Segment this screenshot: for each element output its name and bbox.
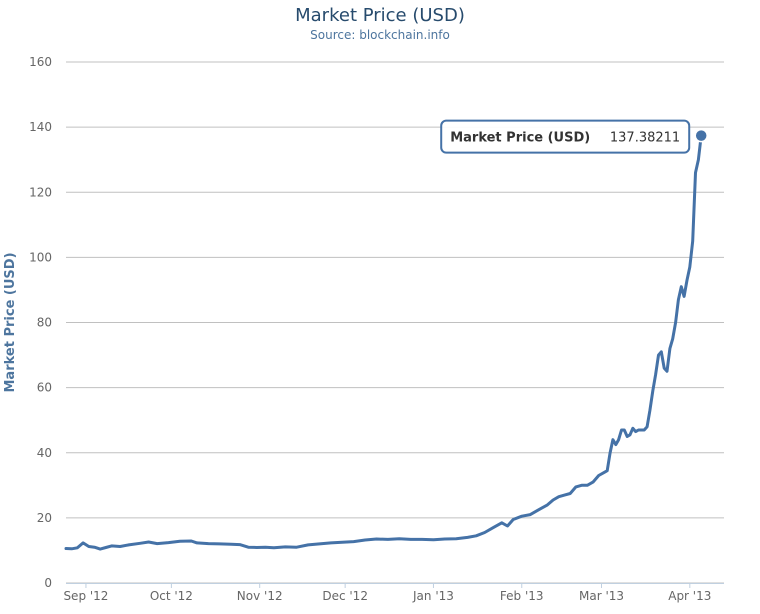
tooltip-value: 137.38211 — [610, 131, 680, 146]
series-line — [64, 134, 703, 551]
y-tick-label: 60 — [37, 381, 52, 395]
x-axis-ticks: Sep '12 Oct '12 Nov '12 Dec '12 Jan '13 Feb '… — [63, 583, 711, 603]
tooltip: Market Price (USD) 137.38211 — [440, 119, 691, 154]
x-tick-label: Mar '13 — [579, 589, 624, 603]
tooltip-label: Market Price (USD) — [450, 131, 590, 146]
x-tick-label: Sep '12 — [63, 589, 108, 603]
x-tick-label: Dec '12 — [322, 589, 368, 603]
last-point-marker — [694, 128, 708, 143]
x-tick-label: Oct '12 — [150, 589, 193, 603]
y-axis-ticks: 0 20 40 60 80 100 120 140 160 — [29, 55, 52, 590]
y-axis-label: Market Price (USD) — [3, 252, 18, 392]
x-tick-label: Nov '12 — [237, 589, 283, 603]
x-tick-label: Apr '13 — [668, 589, 711, 603]
chart-title: Market Price (USD) — [295, 5, 465, 26]
y-tick-label: 120 — [29, 185, 52, 199]
x-tick-label: Feb '13 — [500, 589, 544, 603]
y-tick-label: 0 — [44, 576, 52, 590]
y-tick-label: 40 — [37, 446, 52, 460]
chart-subtitle: Source: blockchain.info — [310, 28, 450, 42]
y-tick-label: 20 — [37, 511, 52, 525]
y-tick-label: 100 — [29, 250, 52, 264]
y-tick-label: 160 — [29, 55, 52, 69]
tooltip-box — [440, 119, 691, 154]
series-group — [64, 128, 708, 551]
y-tick-label: 80 — [37, 316, 52, 330]
x-tick-label: Jan '13 — [412, 589, 454, 603]
y-tick-label: 140 — [29, 120, 52, 134]
